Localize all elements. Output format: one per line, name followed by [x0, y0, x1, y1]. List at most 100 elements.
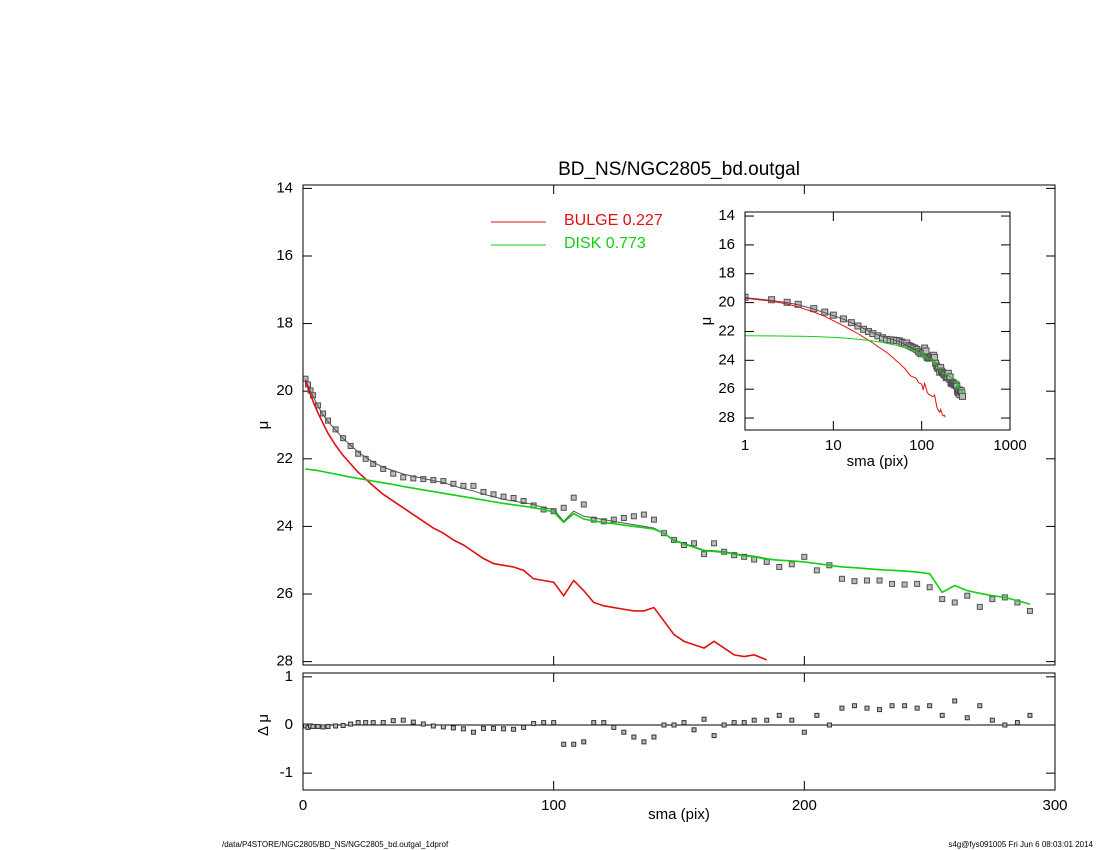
- data-point: [390, 470, 397, 477]
- residual-point: [914, 705, 920, 711]
- residual-point: [839, 705, 845, 711]
- plot-frame: [744, 211, 1011, 431]
- data-point: [630, 513, 637, 520]
- residual-point: [440, 724, 446, 730]
- residual-point: [889, 703, 895, 709]
- plot-frame: [302, 184, 1056, 666]
- residual-point: [410, 719, 416, 725]
- data-point: [776, 563, 783, 570]
- residual-point: [701, 716, 707, 722]
- residual-point: [400, 717, 406, 723]
- residual-point: [511, 726, 517, 732]
- residual-point: [561, 741, 567, 747]
- residual-point: [460, 726, 466, 732]
- residual-point: [641, 739, 647, 745]
- data-point: [876, 577, 883, 584]
- residual-point: [989, 717, 995, 723]
- data-point: [701, 551, 708, 558]
- residual-point: [977, 703, 983, 709]
- data-point: [325, 417, 332, 424]
- plot-area: [745, 293, 967, 418]
- data-point: [640, 511, 647, 518]
- footer-right: s4g@fys091005 Fri Jun 6 08:03:01 2014: [948, 840, 1093, 849]
- data-point: [864, 577, 870, 584]
- x-tick-label: 1: [741, 437, 749, 454]
- y-tick-label: 1: [285, 668, 293, 685]
- residual-point: [789, 717, 795, 723]
- residual-point: [320, 724, 326, 730]
- chart-title: BD_NS/NGC2805_bd.outgal: [558, 159, 800, 180]
- residual-point: [851, 703, 857, 709]
- data-point: [959, 392, 967, 400]
- x-tick-label: 100: [909, 437, 934, 454]
- residual-point: [651, 734, 657, 740]
- data-point: [440, 478, 447, 485]
- y-tick-label: 26: [276, 585, 293, 602]
- residual-point: [450, 725, 456, 731]
- legend-label: BULGE 0.227: [564, 212, 663, 229]
- component-line: [305, 468, 1031, 605]
- x-axis-label: sma (pix): [648, 806, 710, 823]
- plot-background: [303, 673, 1055, 790]
- y-axis-label: Δ μ: [255, 714, 272, 736]
- data-point: [610, 516, 617, 523]
- residual-point: [902, 703, 908, 709]
- y-tick-label: 14: [718, 207, 735, 224]
- residual-point: [1027, 712, 1033, 718]
- y-tick-label: 24: [276, 517, 293, 534]
- residual-point: [325, 723, 331, 729]
- data-point: [838, 575, 845, 582]
- residual-point: [363, 720, 369, 726]
- residual-point: [491, 725, 497, 731]
- data-point: [1026, 607, 1033, 614]
- y-tick-label: 16: [276, 247, 293, 264]
- y-tick-label: 22: [718, 322, 735, 339]
- residual-point: [877, 707, 883, 713]
- residual-point: [731, 720, 737, 726]
- residual-point: [671, 722, 677, 728]
- y-tick-label: 20: [718, 294, 735, 311]
- residual-point: [310, 723, 316, 729]
- residual-point: [581, 739, 587, 745]
- data-point: [347, 442, 354, 449]
- residual-point: [531, 721, 537, 727]
- data-point: [788, 561, 795, 568]
- residual-point: [380, 720, 386, 726]
- data-point: [851, 578, 858, 585]
- residual-point: [551, 720, 557, 726]
- y-tick-label: 28: [718, 409, 735, 426]
- data-point: [380, 465, 387, 472]
- data-point: [813, 567, 820, 574]
- residual-point: [939, 712, 945, 718]
- y-tick-label: 24: [718, 351, 735, 368]
- data-point: [590, 516, 597, 523]
- residual-point: [661, 722, 667, 728]
- data-point: [976, 603, 983, 610]
- residual-point: [681, 720, 687, 726]
- y-axis-label: μ: [698, 317, 715, 326]
- y-tick-label: 0: [285, 716, 293, 733]
- residual-point: [1014, 720, 1020, 726]
- y-tick-label: 26: [718, 380, 735, 397]
- x-tick-label: 300: [1042, 797, 1067, 814]
- y-tick-label: -1: [280, 764, 293, 781]
- residual-point: [721, 722, 727, 728]
- residual-point: [390, 718, 396, 724]
- residual-point: [571, 741, 577, 747]
- x-axis-label: sma (pix): [847, 453, 909, 470]
- y-tick-label: 18: [718, 265, 735, 282]
- data-point: [570, 494, 577, 501]
- residual-point: [964, 715, 970, 721]
- component-line: [304, 380, 768, 661]
- residual-point: [751, 717, 757, 723]
- data-point: [939, 596, 946, 603]
- data-point: [520, 498, 527, 505]
- residual-point: [340, 722, 346, 728]
- y-tick-label: 14: [276, 179, 293, 196]
- plot-background: [745, 212, 1010, 430]
- data-point: [901, 581, 908, 588]
- x-tick-label: 10: [825, 437, 842, 454]
- data-point: [711, 540, 718, 547]
- y-tick-label: 18: [276, 315, 293, 332]
